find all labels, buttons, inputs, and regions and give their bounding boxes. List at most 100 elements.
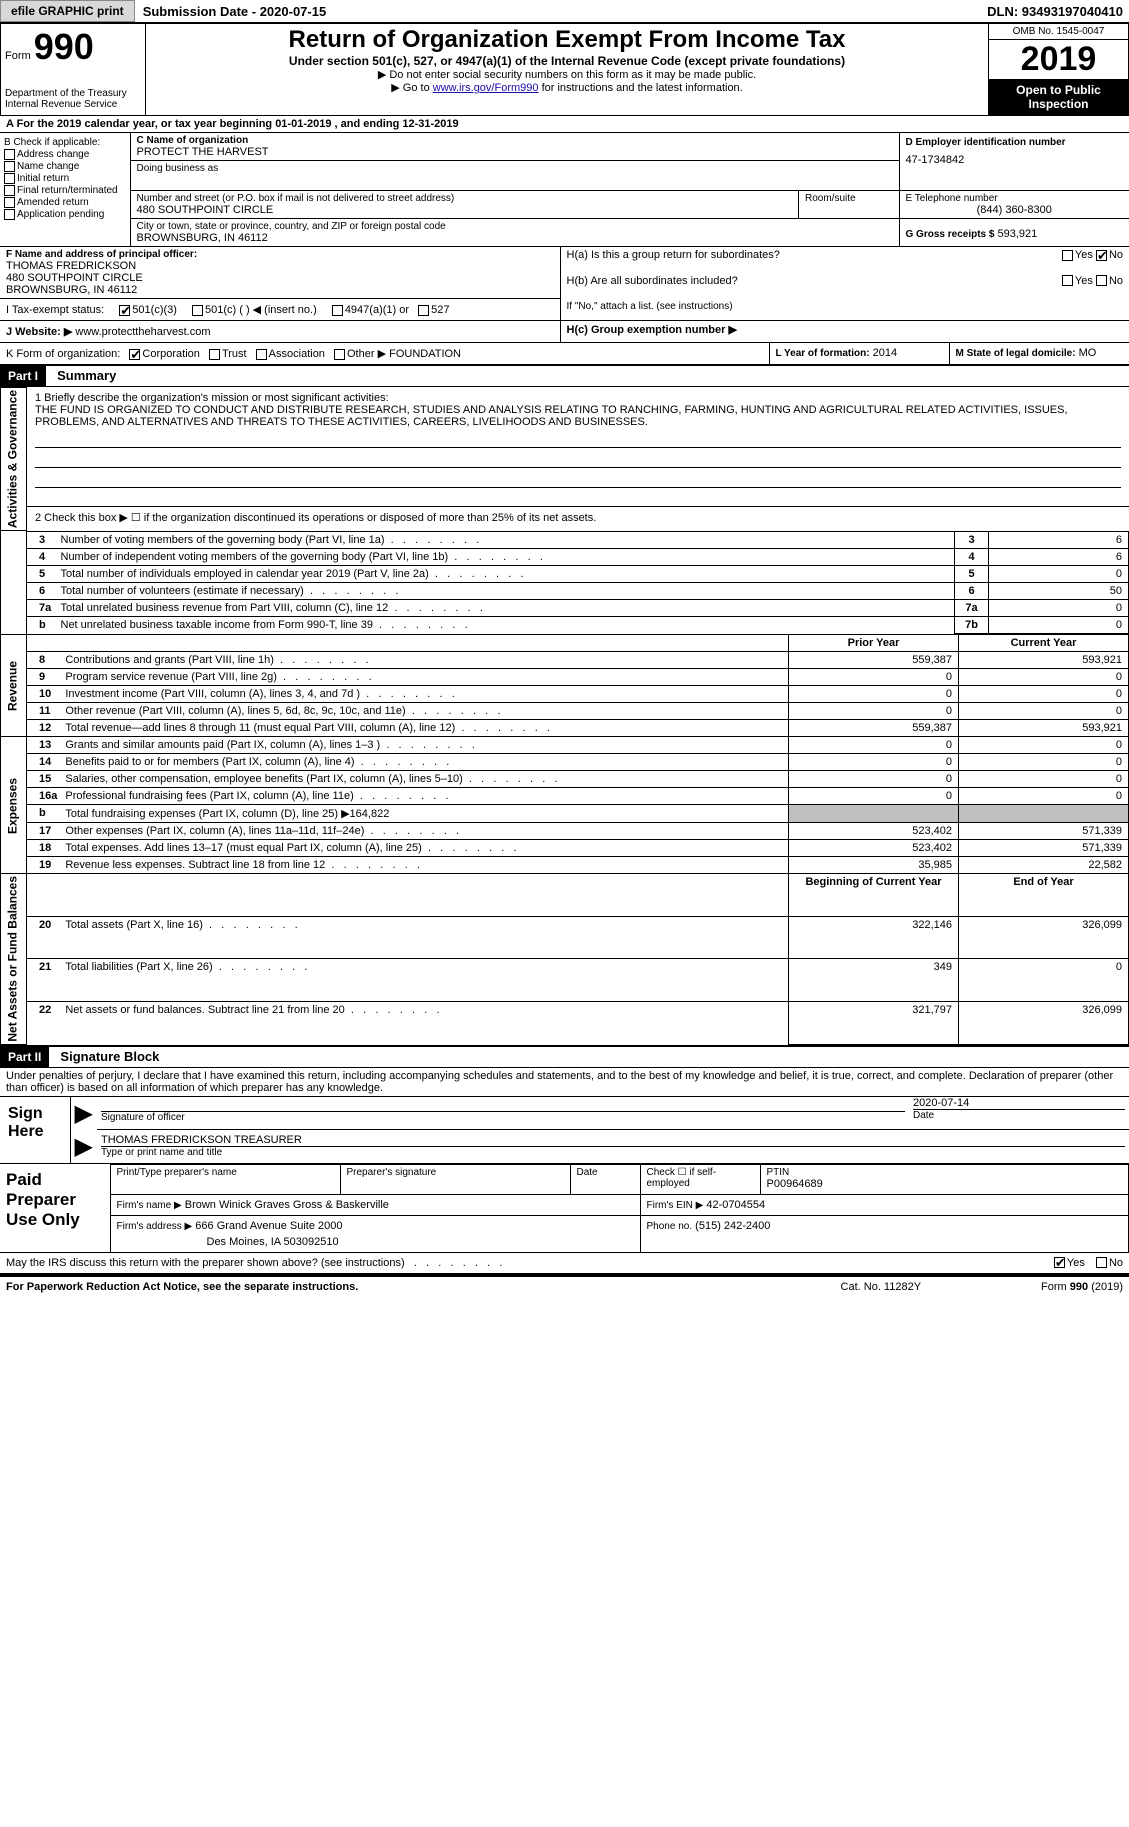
sig-date: 2020-07-14 (913, 1097, 1125, 1109)
chk-527[interactable] (418, 305, 429, 316)
line-text: Number of independent voting members of … (57, 549, 955, 566)
ptin: P00964689 (767, 1178, 1123, 1190)
current-val: 0 (959, 754, 1129, 771)
prior-val: 523,402 (789, 840, 959, 857)
org-name: PROTECT THE HARVEST (137, 146, 893, 158)
footer-mid: Cat. No. 11282Y (841, 1281, 922, 1293)
current-val: 593,921 (959, 720, 1129, 737)
addr-label: Number and street (or P.O. box if mail i… (137, 193, 793, 204)
omb-number: OMB No. 1545-0047 (989, 24, 1128, 40)
line-text: Number of voting members of the governin… (57, 532, 955, 549)
firm-name: Brown Winick Graves Gross & Baskerville (185, 1199, 389, 1211)
prior-val: 0 (789, 669, 959, 686)
date-label: Date (913, 1109, 1125, 1121)
line-text: Professional fundraising fees (Part IX, … (61, 788, 788, 805)
col-current: Current Year (959, 635, 1129, 652)
irs-link[interactable]: www.irs.gov/Form990 (433, 82, 539, 94)
line-num: 20 (27, 916, 62, 959)
prior-val: 0 (789, 737, 959, 754)
lbl-527: 527 (431, 304, 449, 316)
chk-name-change[interactable] (4, 161, 15, 172)
lbl-address-change: Address change (17, 149, 89, 160)
note2-post: for instructions and the latest informat… (539, 82, 743, 94)
chk-hb-no[interactable] (1096, 275, 1107, 286)
box-f-label: F Name and address of principal officer: (6, 249, 554, 260)
chk-discuss-no[interactable] (1096, 1257, 1107, 1268)
submission-date: Submission Date - 2020-07-15 (135, 4, 335, 19)
line-num: 8 (27, 652, 62, 669)
street-address: 480 SOUTHPOINT CIRCLE (137, 204, 793, 216)
prior-val: 0 (789, 703, 959, 720)
line-text: Total revenue—add lines 8 through 11 (mu… (61, 720, 788, 737)
line-text: Total fundraising expenses (Part IX, col… (61, 805, 788, 823)
chk-ha-yes[interactable] (1062, 250, 1073, 261)
chk-app-pending[interactable] (4, 209, 15, 220)
prior-val: 0 (789, 788, 959, 805)
line-text: Total unrelated business revenue from Pa… (57, 600, 955, 617)
lbl-discuss-no: No (1109, 1257, 1123, 1269)
chk-address-change[interactable] (4, 149, 15, 160)
chk-discuss-yes[interactable] (1054, 1257, 1065, 1268)
chk-final-return[interactable] (4, 185, 15, 196)
box-c-name-label: C Name of organization (137, 135, 893, 146)
lbl-final-return: Final return/terminated (17, 185, 118, 196)
line-value: 0 (989, 566, 1129, 583)
legal-domicile: MO (1079, 347, 1097, 359)
chk-4947[interactable] (332, 305, 343, 316)
gross-receipts: 593,921 (998, 228, 1038, 240)
part2-title: Signature Block (52, 1049, 159, 1064)
lbl-hb-no: No (1109, 275, 1123, 287)
line-box: 3 (955, 532, 989, 549)
chk-assoc[interactable] (256, 349, 267, 360)
room-label: Room/suite (805, 193, 893, 204)
box-d-label: D Employer identification number (906, 137, 1124, 148)
top-bar: efile GRAPHIC print Submission Date - 20… (0, 0, 1129, 23)
prior-val: 349 (789, 959, 959, 1002)
chk-501c[interactable] (192, 305, 203, 316)
current-val: 0 (959, 703, 1129, 720)
col-eoy: End of Year (959, 874, 1129, 917)
box-g-label: G Gross receipts $ (906, 229, 995, 240)
chk-other[interactable] (334, 349, 345, 360)
lbl-501c: 501(c) ( ) ◀ (insert no.) (205, 304, 317, 316)
firm-addr1: 666 Grand Avenue Suite 2000 (195, 1220, 342, 1232)
hb-label: H(b) Are all subordinates included? (567, 275, 738, 287)
firm-ein-label: Firm's EIN ▶ (647, 1200, 704, 1211)
line-text: Grants and similar amounts paid (Part IX… (61, 737, 788, 754)
line-text: Total number of volunteers (estimate if … (57, 583, 955, 600)
chk-amended[interactable] (4, 197, 15, 208)
line-box: 5 (955, 566, 989, 583)
line-num: 11 (27, 703, 62, 720)
line-num: 21 (27, 959, 62, 1002)
efile-print-button[interactable]: efile GRAPHIC print (0, 0, 135, 22)
line-value: 0 (989, 600, 1129, 617)
prior-val: 0 (789, 686, 959, 703)
lbl-assoc: Association (269, 348, 325, 360)
line-num: 13 (27, 737, 62, 754)
chk-corp[interactable] (129, 349, 140, 360)
current-val: 0 (959, 686, 1129, 703)
public-inspection: Open to Public Inspection (989, 79, 1128, 115)
line-box: 4 (955, 549, 989, 566)
spacer (27, 635, 789, 652)
line-box: 6 (955, 583, 989, 600)
lbl-501c3: 501(c)(3) (132, 304, 177, 316)
chk-501c3[interactable] (119, 305, 130, 316)
chk-trust[interactable] (209, 349, 220, 360)
firm-name-label: Firm's name ▶ (117, 1200, 182, 1211)
chk-initial-return[interactable] (4, 173, 15, 184)
lbl-initial-return: Initial return (17, 173, 69, 184)
lbl-ha-no: No (1109, 249, 1123, 261)
chk-hb-yes[interactable] (1062, 275, 1073, 286)
city-label: City or town, state or province, country… (137, 221, 893, 232)
line-num: 15 (27, 771, 62, 788)
line-num: b (27, 617, 57, 634)
chk-ha-no[interactable] (1096, 250, 1107, 261)
prior-val: 0 (789, 754, 959, 771)
line-num: 22 (27, 1001, 62, 1044)
line-value: 6 (989, 549, 1129, 566)
officer-addr1: 480 SOUTHPOINT CIRCLE (6, 272, 554, 284)
part2-header: Part II (0, 1047, 49, 1067)
mission-text: THE FUND IS ORGANIZED TO CONDUCT AND DIS… (35, 404, 1121, 428)
line-num: 4 (27, 549, 57, 566)
